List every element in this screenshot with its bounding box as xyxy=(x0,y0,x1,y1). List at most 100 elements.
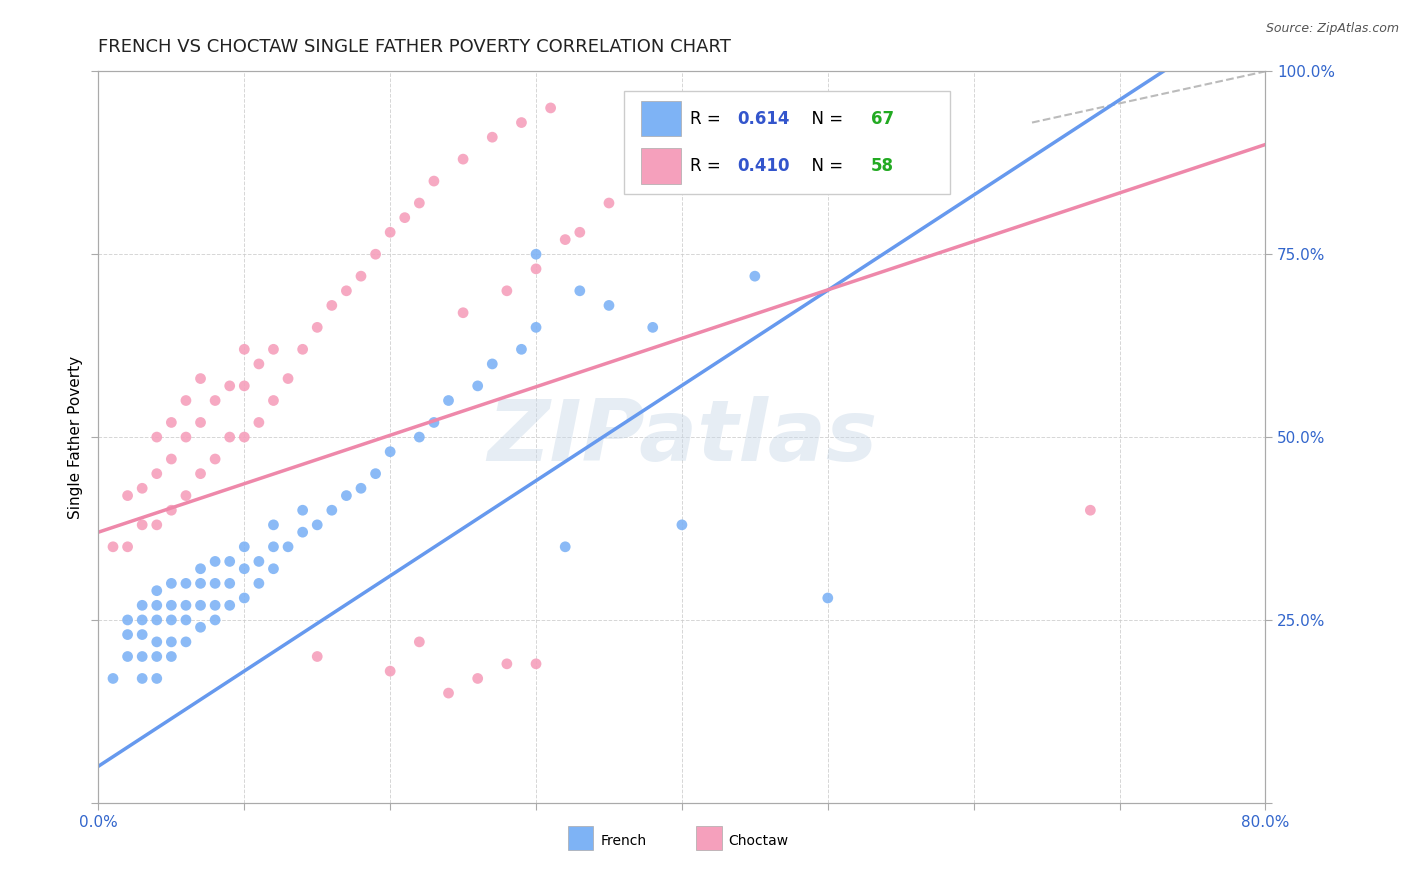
Point xyxy=(247,554,270,568)
Point xyxy=(307,320,329,334)
Point xyxy=(247,416,270,430)
Point xyxy=(321,503,343,517)
Point xyxy=(174,430,197,444)
Text: ZIPatlas: ZIPatlas xyxy=(486,395,877,479)
Point xyxy=(174,635,197,649)
Point xyxy=(190,620,212,634)
Point xyxy=(467,379,489,393)
Point xyxy=(481,357,503,371)
Point xyxy=(335,489,357,503)
Text: 0.410: 0.410 xyxy=(737,157,789,175)
Point xyxy=(117,613,139,627)
Point xyxy=(451,306,474,320)
Point xyxy=(190,416,212,430)
Point xyxy=(174,599,197,613)
Point xyxy=(160,649,183,664)
Point xyxy=(117,649,139,664)
Point xyxy=(423,174,446,188)
Point xyxy=(510,115,533,129)
Point xyxy=(641,174,664,188)
Point xyxy=(291,343,314,357)
Point xyxy=(131,481,153,495)
Point xyxy=(524,320,547,334)
Point xyxy=(174,613,197,627)
Point xyxy=(204,393,226,408)
Point xyxy=(554,540,576,554)
Point xyxy=(291,525,314,540)
Point xyxy=(1080,503,1102,517)
Point xyxy=(277,371,299,385)
Point xyxy=(204,613,226,627)
Point xyxy=(437,393,460,408)
Point xyxy=(408,430,430,444)
Point xyxy=(524,261,547,276)
Point xyxy=(131,517,153,532)
Point xyxy=(131,599,153,613)
Point xyxy=(117,489,139,503)
Point xyxy=(190,599,212,613)
Point xyxy=(641,320,664,334)
Point xyxy=(568,225,591,239)
Point xyxy=(218,430,240,444)
Point xyxy=(554,233,576,247)
Point xyxy=(524,657,547,671)
Point xyxy=(160,503,183,517)
Point xyxy=(101,540,124,554)
Point xyxy=(204,452,226,467)
Point xyxy=(247,357,270,371)
Point xyxy=(174,393,197,408)
Point xyxy=(568,284,591,298)
Text: N =: N = xyxy=(801,110,848,128)
Point xyxy=(204,576,226,591)
Point xyxy=(380,444,402,458)
Point xyxy=(364,247,387,261)
Point xyxy=(233,540,256,554)
Point xyxy=(598,298,620,312)
Text: 0.614: 0.614 xyxy=(737,110,789,128)
Point xyxy=(481,130,503,145)
Point xyxy=(174,489,197,503)
Point xyxy=(218,554,240,568)
Point xyxy=(467,672,489,686)
Point xyxy=(380,664,402,678)
Point xyxy=(160,416,183,430)
Point xyxy=(247,576,270,591)
Point xyxy=(233,430,256,444)
Point xyxy=(160,576,183,591)
Text: FRENCH VS CHOCTAW SINGLE FATHER POVERTY CORRELATION CHART: FRENCH VS CHOCTAW SINGLE FATHER POVERTY … xyxy=(98,38,731,56)
Point xyxy=(146,649,169,664)
Text: French: French xyxy=(600,834,647,847)
Point xyxy=(671,517,693,532)
Text: Source: ZipAtlas.com: Source: ZipAtlas.com xyxy=(1265,22,1399,36)
Point xyxy=(146,599,169,613)
Point xyxy=(218,599,240,613)
Point xyxy=(262,517,284,532)
Point xyxy=(160,613,183,627)
Point xyxy=(524,247,547,261)
Point xyxy=(146,613,169,627)
Point xyxy=(262,540,284,554)
Point xyxy=(496,657,519,671)
Point xyxy=(146,430,169,444)
Point xyxy=(262,562,284,576)
Point xyxy=(117,540,139,554)
Point xyxy=(510,343,533,357)
Y-axis label: Single Father Poverty: Single Father Poverty xyxy=(67,356,83,518)
Point xyxy=(380,225,402,239)
Point xyxy=(190,562,212,576)
Point xyxy=(350,481,373,495)
FancyBboxPatch shape xyxy=(641,101,681,136)
FancyBboxPatch shape xyxy=(624,91,950,194)
Point xyxy=(190,576,212,591)
Point xyxy=(146,517,169,532)
Text: R =: R = xyxy=(690,110,725,128)
Point xyxy=(233,562,256,576)
Point xyxy=(160,635,183,649)
Point xyxy=(423,416,446,430)
Point xyxy=(131,672,153,686)
Point xyxy=(218,576,240,591)
Text: R =: R = xyxy=(690,157,725,175)
Point xyxy=(204,599,226,613)
Point xyxy=(233,379,256,393)
Point xyxy=(101,672,124,686)
